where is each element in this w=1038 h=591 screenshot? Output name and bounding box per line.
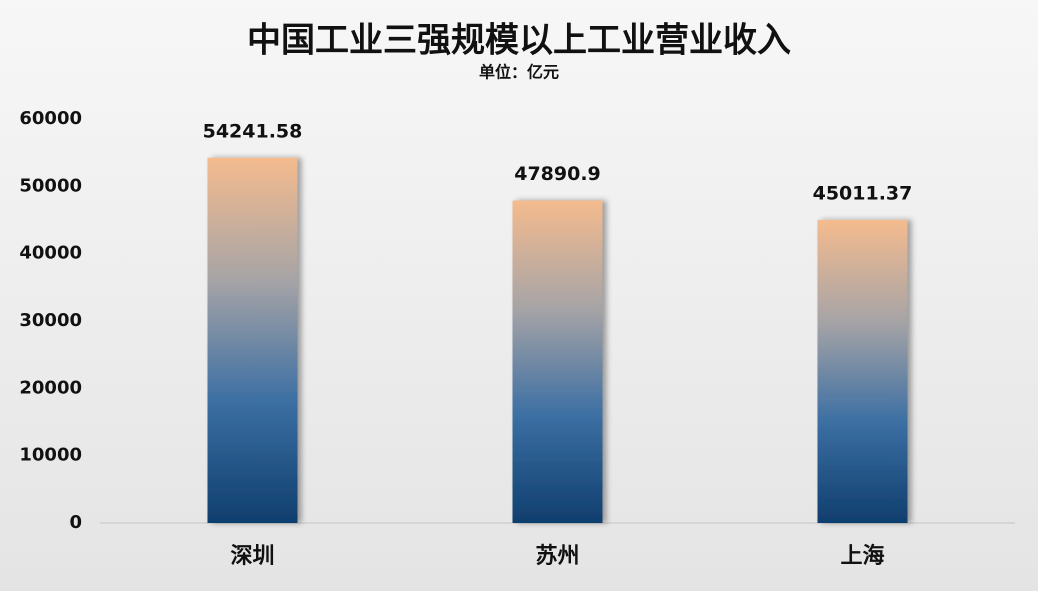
bar xyxy=(512,200,603,523)
y-tick-label: 10000 xyxy=(19,445,82,466)
x-tick-label: 上海 xyxy=(840,543,884,569)
x-tick-label: 苏州 xyxy=(535,543,579,569)
y-tick-label: 30000 xyxy=(19,310,82,331)
y-tick-label: 20000 xyxy=(19,377,82,398)
x-tick-label: 深圳 xyxy=(230,544,274,569)
bar xyxy=(207,157,298,523)
y-tick-label: 40000 xyxy=(19,243,82,264)
value-label: 45011.37 xyxy=(813,182,913,204)
value-label: 54241.58 xyxy=(203,120,303,142)
y-tick-label: 50000 xyxy=(19,175,82,196)
y-tick-label: 0 xyxy=(69,512,82,533)
chart-subtitle: 单位：亿元 xyxy=(479,63,559,82)
value-label: 47890.9 xyxy=(514,163,601,185)
bar xyxy=(817,219,908,523)
chart-title: 中国工业三强规模以上工业营业收入 xyxy=(247,21,791,61)
y-tick-label: 60000 xyxy=(19,108,82,129)
